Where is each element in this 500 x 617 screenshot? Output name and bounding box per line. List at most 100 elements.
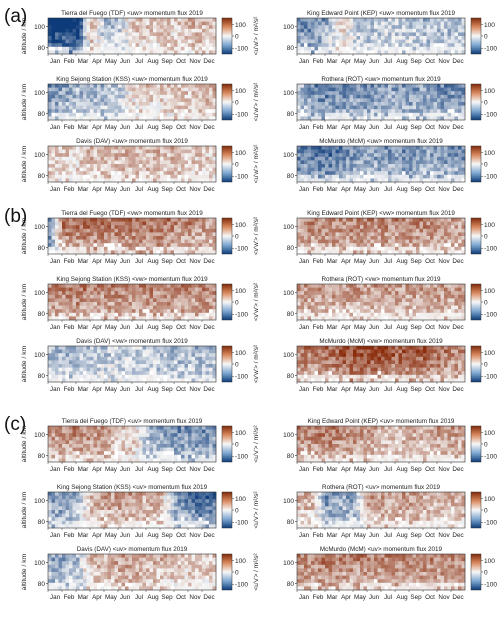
- heatmap-cell: [391, 102, 396, 106]
- heatmap-cell: [69, 105, 73, 110]
- heatmap-cell: [458, 21, 462, 26]
- heatmap-cell: [307, 243, 312, 248]
- heatmap-cell: [318, 284, 322, 288]
- heatmap-cell: [402, 167, 406, 172]
- heatmap-cell: [318, 312, 322, 317]
- heatmap-cell: [202, 243, 206, 248]
- heatmap-cell: [156, 312, 161, 317]
- heatmap-cell: [335, 239, 340, 244]
- heatmap-cell: [311, 178, 315, 183]
- heatmap-cell: [409, 146, 413, 150]
- heatmap-cell: [314, 109, 319, 114]
- heatmap-cell: [62, 156, 66, 161]
- heatmap-cell: [135, 302, 140, 306]
- heatmap-cell: [381, 98, 385, 103]
- heatmap-cell: [300, 84, 305, 88]
- heatmap-cell: [86, 302, 91, 306]
- heatmap-cells: [48, 218, 217, 255]
- x-tick-label: Oct: [425, 258, 435, 265]
- heatmap-cell: [86, 160, 91, 165]
- heatmap-cell: [423, 232, 427, 237]
- heatmap-cell: [416, 91, 420, 96]
- heatmap-cell: [377, 284, 382, 288]
- heatmap-cell: [118, 246, 122, 251]
- heatmap-cell: [97, 228, 101, 233]
- heatmap-cell: [454, 178, 459, 183]
- heatmap-cell: [97, 87, 101, 92]
- heatmap-cell: [153, 105, 157, 110]
- heatmap-cell: [163, 105, 168, 110]
- heatmap-cell: [307, 109, 312, 114]
- heatmap-cell: [363, 87, 368, 92]
- heatmap-cell: [384, 221, 389, 226]
- heatmap-cell: [65, 21, 70, 26]
- heatmap-cell: [170, 21, 175, 26]
- heatmap-cell: [426, 84, 431, 88]
- heatmap-cell: [48, 36, 52, 40]
- heatmap-cell: [48, 109, 52, 114]
- heatmap-cell: [160, 153, 164, 158]
- heatmap-cell: [423, 167, 427, 172]
- heatmap-cell: [370, 312, 375, 317]
- heatmap-cell: [419, 21, 424, 26]
- heatmap-cell: [300, 225, 305, 230]
- heatmap-cell: [51, 50, 56, 55]
- heatmap-cell: [209, 146, 213, 150]
- heatmap-cell: [58, 225, 63, 230]
- heatmap-cell: [51, 43, 56, 48]
- heatmap-cell: [409, 246, 413, 251]
- heatmap-cell: [181, 164, 185, 168]
- y-tick-label: 80: [38, 245, 46, 252]
- heatmap-cell: [107, 225, 112, 230]
- heatmap-cell: [384, 156, 389, 161]
- heatmap-cell: [300, 25, 305, 30]
- heatmap-cell: [146, 25, 150, 30]
- heatmap-cell: [90, 228, 94, 233]
- heatmap-cell: [433, 112, 438, 117]
- heatmap-cell: [311, 21, 315, 26]
- heatmap-cell: [86, 36, 91, 40]
- heatmap-cell: [142, 294, 147, 299]
- heatmap-cell: [377, 218, 382, 222]
- heatmap-cell: [202, 87, 206, 92]
- heatmap-cell: [79, 178, 84, 183]
- heatmap-cell: [328, 84, 333, 88]
- heatmap-cell: [409, 21, 413, 26]
- heatmap-cell: [381, 87, 385, 92]
- heatmap-cell: [121, 167, 126, 172]
- heatmap-cell: [76, 32, 80, 37]
- heatmap-cell: [370, 228, 375, 233]
- heatmap-cell: [170, 156, 175, 161]
- heatmap-cell: [177, 302, 182, 306]
- heatmap-cell: [318, 43, 322, 48]
- heatmap-cell: [360, 243, 364, 248]
- heatmap-cell: [58, 149, 63, 154]
- heatmap-cell: [198, 105, 203, 110]
- heatmap-cell: [412, 91, 417, 96]
- heatmap-cell: [444, 39, 448, 44]
- heatmap-cell: [391, 109, 396, 114]
- heatmap-cell: [339, 218, 343, 222]
- heatmap-cell: [62, 167, 66, 172]
- heatmap-cell: [339, 146, 343, 150]
- heatmap-cell: [111, 21, 115, 26]
- heatmap-cell: [377, 87, 382, 92]
- heatmap-cell: [125, 102, 129, 106]
- heatmap-cell: [416, 167, 420, 172]
- heatmap-cell: [384, 84, 389, 88]
- heatmap-cell: [419, 25, 424, 30]
- heatmap-cell: [332, 167, 336, 172]
- heatmap-cell: [367, 298, 371, 303]
- x-tick-label: Feb: [64, 186, 75, 193]
- heatmap-cell: [76, 225, 80, 230]
- heatmap-cell: [335, 232, 340, 237]
- heatmap-cell: [139, 298, 143, 303]
- heatmap-cell: [304, 46, 308, 51]
- heatmap-cell: [349, 153, 354, 158]
- heatmap-cell: [65, 246, 70, 251]
- heatmap-cell: [318, 18, 322, 22]
- heatmap-cell: [374, 284, 378, 288]
- heatmap-cell: [118, 25, 122, 30]
- heatmap-cell: [388, 160, 392, 165]
- heatmap-cell: [205, 284, 210, 288]
